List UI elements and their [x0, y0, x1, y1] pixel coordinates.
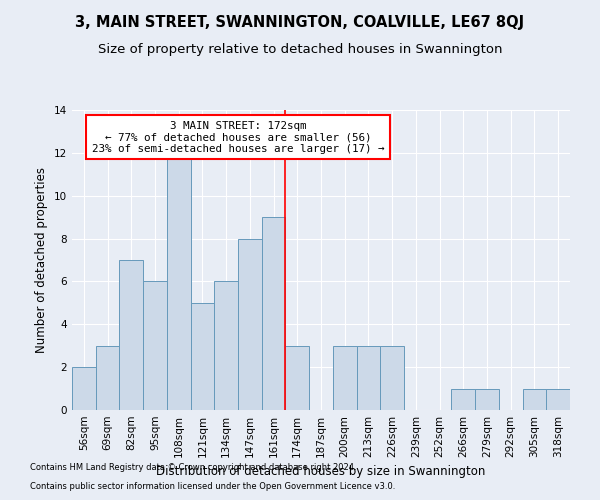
Text: Size of property relative to detached houses in Swannington: Size of property relative to detached ho…	[98, 42, 502, 56]
Bar	[451, 388, 475, 410]
Bar	[380, 346, 404, 410]
Bar	[214, 282, 238, 410]
X-axis label: Distribution of detached houses by size in Swannington: Distribution of detached houses by size …	[157, 466, 485, 478]
Bar	[96, 346, 119, 410]
Text: 3 MAIN STREET: 172sqm
← 77% of detached houses are smaller (56)
23% of semi-deta: 3 MAIN STREET: 172sqm ← 77% of detached …	[92, 120, 384, 154]
Text: 3, MAIN STREET, SWANNINGTON, COALVILLE, LE67 8QJ: 3, MAIN STREET, SWANNINGTON, COALVILLE, …	[76, 15, 524, 30]
Bar	[191, 303, 214, 410]
Bar	[167, 153, 191, 410]
Bar	[72, 367, 96, 410]
Bar	[262, 217, 286, 410]
Bar	[238, 238, 262, 410]
Bar	[286, 346, 309, 410]
Bar	[119, 260, 143, 410]
Text: Contains HM Land Registry data © Crown copyright and database right 2024.: Contains HM Land Registry data © Crown c…	[30, 464, 356, 472]
Bar	[333, 346, 356, 410]
Bar	[546, 388, 570, 410]
Bar	[356, 346, 380, 410]
Bar	[475, 388, 499, 410]
Bar	[523, 388, 546, 410]
Text: Contains public sector information licensed under the Open Government Licence v3: Contains public sector information licen…	[30, 482, 395, 491]
Y-axis label: Number of detached properties: Number of detached properties	[35, 167, 49, 353]
Bar	[143, 282, 167, 410]
